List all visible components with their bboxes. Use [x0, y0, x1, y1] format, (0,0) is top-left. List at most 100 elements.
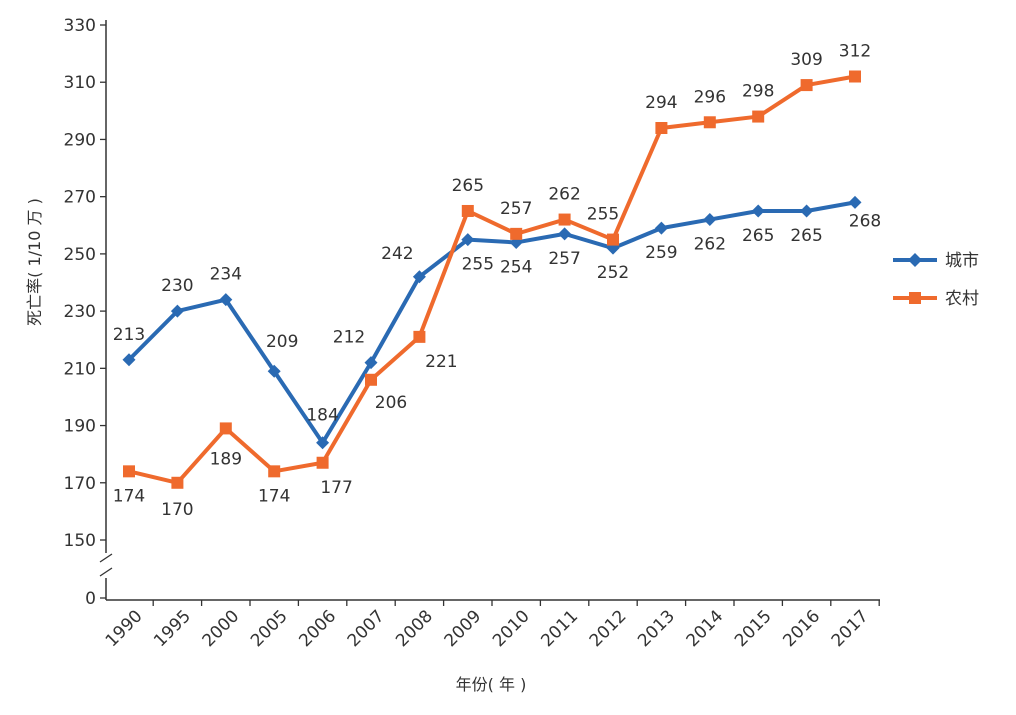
x-tick-label: 2010	[489, 606, 534, 651]
data-point-square	[268, 465, 281, 478]
data-label: 265	[452, 176, 484, 196]
data-label: 298	[742, 82, 774, 102]
data-label: 230	[161, 276, 193, 296]
data-label: 262	[694, 235, 726, 255]
data-point-square	[123, 465, 135, 478]
data-point-diamond	[800, 204, 814, 218]
data-point-diamond	[703, 213, 717, 227]
data-label: 213	[113, 325, 145, 345]
data-point-square	[219, 422, 232, 435]
y-ticks: 0 150 170 190 210 230 250 270 290 310 330	[64, 16, 106, 609]
data-label: 170	[161, 500, 193, 520]
x-tick-label: 2016	[779, 606, 824, 651]
data-point-diamond	[412, 270, 426, 284]
data-label: 206	[375, 393, 407, 413]
data-label: 234	[210, 265, 242, 285]
data-label: 262	[548, 185, 580, 205]
data-point-diamond	[219, 293, 233, 307]
data-label: 294	[645, 93, 677, 113]
data-point-square	[171, 476, 184, 489]
data-point-diamond	[654, 221, 668, 235]
data-label: 184	[306, 406, 338, 426]
data-label: 257	[548, 249, 580, 269]
y-tick-label: 0	[85, 589, 96, 609]
data-label: 312	[839, 42, 871, 62]
data-point-diamond	[751, 204, 765, 218]
x-tick-label: 2007	[344, 606, 389, 651]
data-point-diamond	[267, 364, 281, 378]
y-axis-break-icon	[99, 553, 113, 577]
data-point-square	[558, 213, 571, 226]
data-point-diamond	[122, 353, 136, 367]
data-point-square	[316, 456, 329, 469]
data-point-square	[703, 116, 716, 129]
series-line-city	[127, 200, 856, 445]
data-point-square	[413, 330, 426, 343]
data-point-diamond	[558, 227, 572, 241]
series	[122, 70, 862, 489]
y-tick-label: 170	[64, 474, 96, 494]
data-label: 255	[587, 205, 619, 225]
axes	[99, 20, 880, 601]
y-tick-label: 150	[64, 531, 96, 551]
data-point-diamond	[170, 304, 184, 318]
x-tick-label: 2012	[586, 606, 631, 651]
data-label: 177	[320, 478, 352, 498]
data-point-square	[752, 110, 765, 123]
data-point-square	[655, 122, 668, 134]
data-labels: 213 230 234 209 184 212 242 255 254 257 252 259 262 2…	[113, 42, 881, 520]
data-point-diamond	[461, 233, 475, 247]
data-label: 254	[500, 257, 532, 277]
data-label: 212	[333, 328, 365, 348]
series-line-rural	[128, 74, 856, 485]
y-tick-label: 290	[64, 130, 96, 150]
x-tick-label: 2013	[634, 606, 679, 651]
x-tick-label: 2006	[295, 606, 340, 651]
x-tick-label: 2017	[828, 606, 873, 651]
data-point-square	[365, 373, 377, 386]
x-tick-label: 2000	[199, 606, 244, 651]
y-tick-label: 310	[64, 73, 96, 93]
y-tick-label: 210	[64, 359, 96, 379]
x-tick-label: 2015	[731, 606, 776, 651]
x-tick-label: 1990	[102, 606, 147, 651]
x-ticks: 1990 1995 2000 2005 2006 2007 2008 2009 2010 2011…	[102, 600, 880, 651]
data-label: 309	[790, 50, 822, 70]
y-axis-title: 死亡率( 1/10 万 )	[25, 198, 44, 326]
data-label: 221	[425, 352, 457, 372]
y-tick-label: 330	[64, 16, 96, 36]
x-tick-label: 2011	[537, 606, 582, 651]
data-point-diamond	[364, 356, 378, 370]
x-tick-label: 1995	[150, 606, 195, 651]
legend-marker-square	[909, 292, 921, 304]
x-axis-title: 年份( 年 )	[456, 675, 527, 694]
data-label: 174	[258, 486, 290, 506]
data-point-square	[607, 233, 619, 246]
data-label: 268	[849, 211, 881, 231]
data-label: 265	[742, 226, 774, 246]
legend-label: 农村	[945, 289, 979, 309]
data-label: 265	[790, 226, 822, 246]
y-tick-label: 190	[64, 417, 96, 437]
x-tick-label: 2005	[247, 606, 292, 651]
y-tick-label: 270	[64, 188, 96, 208]
x-tick-label: 2008	[392, 606, 437, 651]
data-point-square	[800, 79, 813, 92]
data-label: 259	[645, 243, 677, 263]
data-point-square	[849, 70, 861, 83]
data-label: 174	[113, 486, 145, 506]
data-label: 209	[266, 332, 298, 352]
data-point-square	[461, 204, 474, 217]
x-tick-label: 2014	[683, 606, 728, 651]
y-tick-label: 250	[64, 245, 96, 265]
data-label: 242	[381, 244, 413, 264]
data-point-diamond	[316, 436, 330, 450]
data-point-square	[510, 227, 523, 240]
x-tick-label: 2009	[441, 606, 486, 651]
data-label: 257	[500, 199, 532, 219]
legend-label: 城市	[945, 251, 979, 271]
data-label: 189	[210, 449, 242, 469]
